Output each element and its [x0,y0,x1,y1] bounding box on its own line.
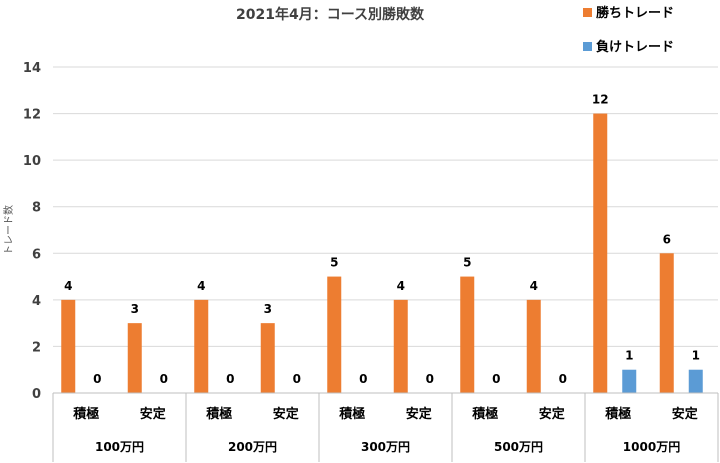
bar-win [526,299,541,393]
legend-label-win: 勝ちトレード [596,5,674,21]
data-label: 12 [592,93,609,107]
bar-win [61,299,76,393]
bar-win [659,253,674,393]
x-category-label: 安定 [672,406,698,422]
legend-swatch-loss [583,42,592,51]
data-label: 0 [160,372,168,386]
bar-win [127,323,142,393]
data-label: 3 [264,302,272,316]
gridlines [53,66,718,394]
data-labels: 4 3 4 3 5 4 5 4 12 6 0 0 0 0 0 0 0 0 1 1 [64,93,700,386]
x-group-label: 100万円 [95,440,144,454]
x-group-label: 200万円 [228,440,277,454]
data-label: 4 [397,279,405,293]
y-tick-label: 12 [23,108,41,123]
y-tick-label: 2 [32,340,41,355]
bar-loss [622,369,637,393]
y-axis-label: トレード数 [2,205,15,255]
legend-label-loss: 負けトレード [596,39,674,55]
x-category-label: 積極 [205,406,232,422]
data-label: 0 [426,372,434,386]
data-label: 0 [226,372,234,386]
x-category-label: 安定 [406,406,432,422]
data-label: 0 [293,372,301,386]
y-tick-label: 6 [32,247,41,262]
data-label: 4 [530,279,538,293]
x-category-label: 安定 [140,406,166,422]
y-tick-label: 4 [32,294,41,309]
data-label: 6 [663,232,671,246]
data-label: 3 [131,302,139,316]
x-category-label: 積極 [471,406,498,422]
legend-swatch-win [583,8,592,17]
bar-win [460,276,475,393]
legend: 勝ちトレード 負けトレード [583,5,674,55]
x-group-label: 1000万円 [623,440,680,454]
bar-win [393,299,408,393]
data-label: 5 [330,256,338,270]
data-label: 1 [625,349,633,363]
y-tick-label: 14 [23,61,41,76]
bar-win [593,113,608,394]
x-group-label: 500万円 [494,440,543,454]
y-tick-label: 8 [32,201,41,216]
y-tick-label: 0 [32,387,41,402]
data-label: 1 [692,349,700,363]
bars [61,113,703,394]
x-category-label: 積極 [338,406,365,422]
x-group-label: 300万円 [361,440,410,454]
x-axis: 積極 安定 積極 安定 積極 安定 積極 安定 積極 安定 100万円 200万円 300万円 500万円… [52,392,719,462]
x-category-label: 安定 [273,406,299,422]
chart-title: 2021年4月：コース別勝敗数 [236,6,425,23]
data-label: 0 [93,372,101,386]
y-tick-labels: 0 2 4 6 8 10 12 14 [23,61,41,402]
data-label: 4 [64,279,72,293]
data-label: 4 [197,279,205,293]
bar-win [194,299,209,393]
y-tick-label: 10 [23,154,41,169]
data-label: 0 [359,372,367,386]
data-label: 0 [492,372,500,386]
bar-win [260,323,275,393]
x-category-label: 積極 [72,406,99,422]
data-label: 5 [463,256,471,270]
x-category-label: 積極 [604,406,631,422]
bar-loss [688,369,703,393]
bar-win [327,276,342,393]
data-label: 0 [559,372,567,386]
x-category-label: 安定 [539,406,565,422]
